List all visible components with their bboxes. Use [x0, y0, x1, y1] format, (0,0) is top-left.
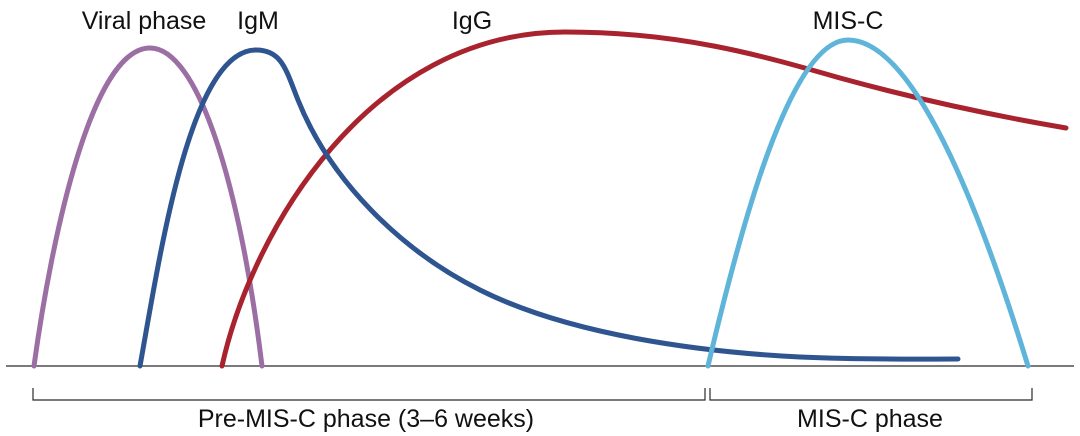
- igm-curve: [137, 47, 961, 369]
- pre-misc-phase-label: Pre-MIS-C phase (3–6 weeks): [198, 405, 534, 433]
- misc-curve: [705, 37, 1031, 369]
- viral-phase-label: Viral phase: [82, 7, 207, 35]
- misc-label: MIS-C: [813, 7, 884, 35]
- igm-label: IgM: [237, 7, 279, 35]
- igg-label: IgG: [452, 7, 492, 35]
- igg-curve: [219, 29, 1069, 369]
- pre-misc-phase-bracket: [32, 388, 706, 401]
- misc-phase-label: MIS-C phase: [797, 405, 943, 433]
- misc-phase-bracket: [709, 388, 1033, 401]
- viral-phase-curve: [31, 45, 265, 369]
